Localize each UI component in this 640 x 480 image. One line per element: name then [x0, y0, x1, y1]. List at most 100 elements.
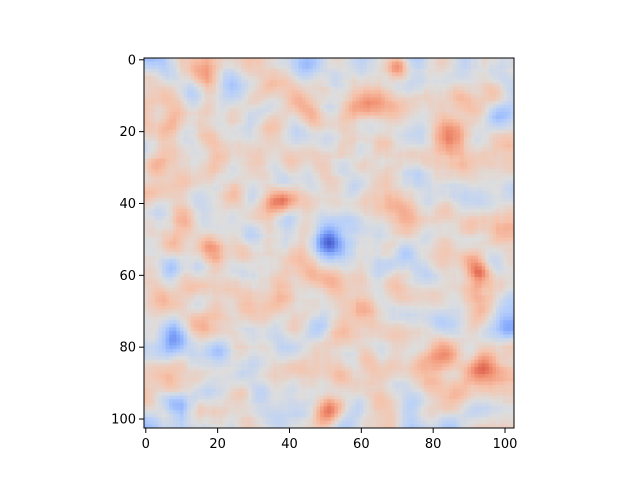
- heatmap-cell: [413, 104, 418, 109]
- heatmap-cell: [388, 144, 393, 149]
- heatmap-cell: [399, 190, 403, 195]
- heatmap-cell: [452, 111, 457, 116]
- heatmap-cell: [431, 176, 436, 181]
- heatmap-cell: [449, 212, 454, 217]
- heatmap-cell: [478, 129, 483, 134]
- heatmap-cell: [172, 133, 177, 138]
- heatmap-cell: [510, 137, 515, 141]
- heatmap-cell: [151, 226, 156, 231]
- heatmap-cell: [223, 147, 227, 152]
- heatmap-cell: [223, 208, 227, 213]
- heatmap-cell: [341, 208, 346, 213]
- heatmap-cell: [388, 65, 393, 70]
- heatmap-cell: [237, 129, 242, 134]
- heatmap-cell: [316, 198, 321, 203]
- heatmap-cell: [255, 223, 260, 228]
- heatmap-cell: [312, 129, 317, 134]
- heatmap-cell: [348, 93, 353, 98]
- heatmap-cell: [280, 133, 285, 138]
- heatmap-cell: [172, 108, 177, 113]
- heatmap-cell: [316, 61, 321, 66]
- heatmap-cell: [348, 216, 353, 220]
- heatmap-cell: [460, 144, 465, 149]
- heatmap-cell: [183, 90, 188, 95]
- heatmap-cell: [269, 172, 274, 177]
- heatmap-cell: [381, 140, 386, 145]
- heatmap-cell: [280, 61, 285, 66]
- heatmap-cell: [399, 133, 403, 138]
- heatmap-cell: [467, 162, 472, 167]
- heatmap-cell: [499, 223, 504, 228]
- heatmap-cell: [460, 122, 465, 127]
- heatmap-cell: [373, 90, 378, 95]
- heatmap-cell: [172, 194, 177, 199]
- heatmap-cell: [233, 190, 238, 195]
- heatmap-cell: [420, 154, 425, 159]
- heatmap-cell: [413, 194, 418, 199]
- heatmap-cell: [427, 183, 432, 188]
- heatmap-cell: [337, 165, 342, 170]
- heatmap-cell: [363, 61, 368, 66]
- heatmap-cell: [445, 187, 450, 192]
- heatmap-cell: [291, 119, 296, 124]
- heatmap-cell: [187, 187, 192, 192]
- heatmap-cell: [337, 86, 342, 91]
- heatmap-cell: [506, 79, 511, 84]
- heatmap-cell: [287, 230, 292, 235]
- heatmap-cell: [302, 61, 306, 66]
- heatmap-cell: [399, 58, 403, 62]
- heatmap-cell: [463, 172, 468, 177]
- heatmap-cell: [291, 122, 296, 127]
- heatmap-cell: [223, 65, 227, 70]
- heatmap-cell: [460, 208, 465, 213]
- heatmap-cell: [194, 65, 199, 70]
- heatmap-cell: [287, 86, 292, 91]
- heatmap-cell: [147, 169, 152, 174]
- heatmap-cell: [187, 101, 192, 106]
- heatmap-cell: [334, 86, 339, 91]
- heatmap-cell: [194, 83, 199, 88]
- heatmap-cell: [478, 97, 483, 102]
- heatmap-cell: [201, 216, 206, 220]
- heatmap-cell: [208, 162, 213, 167]
- heatmap-cell: [327, 158, 332, 163]
- heatmap-cell: [183, 83, 188, 88]
- heatmap-cell: [284, 97, 289, 102]
- heatmap-cell: [460, 187, 465, 192]
- heatmap-cell: [212, 111, 217, 116]
- heatmap-cell: [316, 226, 321, 231]
- heatmap-cell: [388, 201, 393, 206]
- heatmap-cell: [442, 190, 447, 195]
- heatmap-cell: [481, 137, 486, 141]
- heatmap-cell: [327, 198, 332, 203]
- heatmap-cell: [384, 223, 389, 228]
- heatmap-cell: [237, 79, 242, 84]
- heatmap-cell: [144, 83, 148, 88]
- heatmap-cell: [359, 140, 364, 145]
- heatmap-cell: [284, 194, 289, 199]
- heatmap-cell: [302, 115, 306, 120]
- heatmap-cell: [237, 104, 242, 109]
- heatmap-cell: [144, 147, 148, 152]
- heatmap-cell: [183, 230, 188, 235]
- heatmap-cell: [445, 90, 450, 95]
- heatmap-cell: [320, 172, 324, 177]
- heatmap-cell: [341, 61, 346, 66]
- heatmap-cell: [499, 119, 504, 124]
- heatmap-cell: [205, 169, 210, 174]
- heatmap-cell: [223, 223, 227, 228]
- heatmap-cell: [431, 212, 436, 217]
- heatmap-cell: [187, 122, 192, 127]
- heatmap-cell: [399, 205, 403, 210]
- heatmap-cell: [488, 108, 493, 113]
- heatmap-cell: [402, 129, 407, 134]
- heatmap-cell: [402, 144, 407, 149]
- heatmap-cell: [144, 90, 148, 95]
- heatmap-cell: [467, 219, 472, 224]
- heatmap-cell: [506, 140, 511, 145]
- heatmap-cell: [151, 129, 156, 134]
- heatmap-cell: [348, 154, 353, 159]
- heatmap-cell: [506, 208, 511, 213]
- heatmap-cell: [485, 79, 490, 84]
- heatmap-cell: [399, 172, 403, 177]
